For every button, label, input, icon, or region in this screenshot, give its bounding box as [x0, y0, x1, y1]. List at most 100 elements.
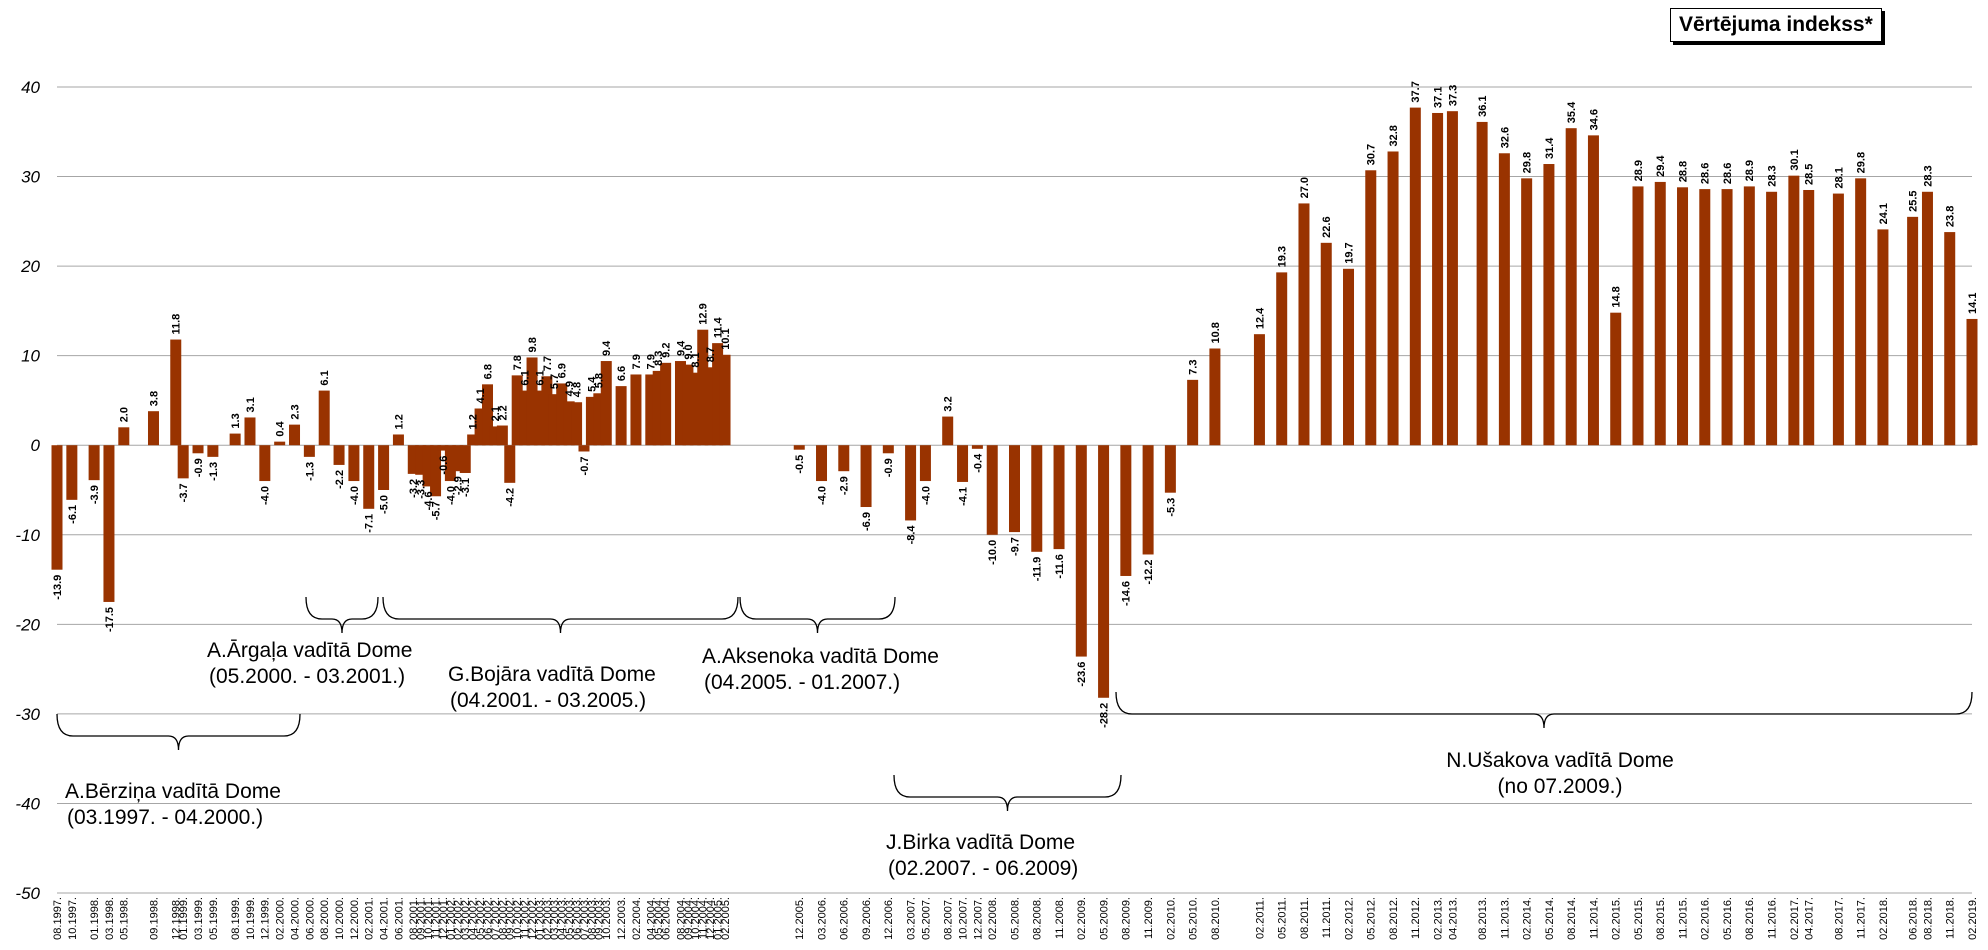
bar	[1343, 268, 1355, 446]
value-label: 28.8	[1677, 161, 1689, 182]
value-label: 25.5	[1908, 190, 1920, 211]
period-name: A.Ārgaļa vadītā Dome	[207, 639, 412, 662]
y-axis: 40 30 20 10 0 -10 -20 -30 -40 -50	[15, 78, 40, 903]
value-label: 23.8	[1945, 206, 1957, 227]
bar	[489, 426, 501, 446]
x-tick-label: 10.2001.	[423, 897, 435, 940]
x-tick-label: 06.2003.	[571, 897, 583, 940]
period-dates: (04.2005. - 01.2007.)	[704, 671, 900, 694]
x-tick-label: 01.2003.	[534, 897, 546, 940]
bar	[1788, 175, 1800, 446]
period-name: J.Birka vadītā Dome	[886, 831, 1075, 854]
x-tick-label: 11.2015.	[1677, 897, 1689, 939]
x-tick-label: 05.2012.	[1366, 897, 1378, 940]
value-label: 5.4	[586, 376, 598, 392]
x-tick-label: 01.2005.	[713, 897, 725, 940]
x-tick-label: 11.2008.	[1054, 897, 1066, 939]
bar	[1142, 445, 1154, 555]
x-tick-label: 12.2005.	[794, 897, 806, 940]
bar	[660, 362, 672, 446]
bar	[1009, 445, 1020, 533]
x-tick-label: 12.2006.	[883, 897, 895, 940]
bar	[348, 445, 360, 482]
bar	[905, 445, 917, 521]
value-label: 0.4	[275, 420, 287, 436]
bar	[207, 445, 219, 457]
x-tick-label: 11.2009.	[1143, 897, 1155, 939]
bar	[303, 445, 315, 457]
bars	[51, 107, 1978, 698]
bar	[1766, 191, 1778, 446]
x-tick-label: 12.1999.	[260, 897, 272, 940]
value-label: 19.3	[1277, 246, 1289, 267]
bar	[519, 390, 531, 446]
bar	[274, 441, 286, 446]
value-label: -12.2	[1143, 559, 1155, 584]
x-tick-label: 03.2007.	[905, 897, 917, 940]
bar	[177, 445, 189, 479]
period-name: G.Bojāra vadītā Dome	[448, 663, 656, 686]
x-axis: 08.1997. 10.1997. 01.1998. 03.1998. 05.1998.…	[52, 897, 1979, 940]
value-label: 6.1	[520, 370, 532, 385]
bar	[192, 445, 204, 454]
value-label: 3.2	[943, 396, 955, 411]
y-tick-label: 30	[21, 168, 40, 187]
period-brace	[1115, 691, 1973, 729]
x-tick-label: 12.1998.	[171, 897, 183, 940]
x-tick-label: 11.2013.	[1499, 897, 1511, 939]
bar	[88, 445, 100, 481]
x-tick-label: 11.2017.	[1856, 897, 1868, 939]
value-label: 8.1	[690, 352, 702, 367]
bar	[615, 386, 627, 446]
value-label: 6.9	[557, 363, 569, 378]
bar	[1587, 135, 1599, 446]
bar	[1432, 112, 1444, 446]
bar	[1053, 445, 1065, 550]
x-tick-label: 11.2001.	[430, 897, 442, 939]
value-label: 22.6	[1321, 216, 1333, 237]
x-tick-label: 08.2015.	[1655, 897, 1667, 940]
x-tick-label: 06.2002.	[482, 897, 494, 940]
bar	[1543, 164, 1555, 446]
x-tick-label: 06.2018.	[1908, 897, 1920, 940]
bar	[816, 445, 828, 482]
value-label: 28.6	[1722, 163, 1734, 184]
bar	[459, 445, 471, 473]
x-tick-label: 08.2000.	[319, 897, 331, 940]
bar	[682, 364, 694, 446]
value-label: -7.1	[364, 514, 376, 533]
x-tick-label: 08.2018.	[1922, 897, 1934, 940]
x-tick-label: 05.2003.	[564, 897, 576, 940]
bar	[1521, 178, 1533, 446]
bar	[1476, 121, 1488, 446]
value-label: 32.6	[1499, 127, 1511, 148]
period-brace	[56, 713, 301, 751]
x-tick-label: 12.2001.	[438, 897, 450, 940]
x-tick-label: 05.2002.	[475, 897, 487, 940]
bar	[1164, 445, 1176, 493]
bar	[1031, 445, 1043, 552]
value-label: 29.8	[1856, 152, 1868, 173]
bar	[1721, 189, 1733, 446]
value-label: -4.0	[445, 486, 457, 505]
x-tick-label: 02.2015.	[1611, 897, 1623, 940]
x-tick-label: 01.1998.	[89, 897, 101, 940]
value-label: -4.2	[505, 488, 517, 507]
x-tick-label: 02.2019.	[1967, 897, 1979, 940]
bar	[1253, 334, 1265, 446]
value-label: -5.7	[430, 501, 442, 520]
x-tick-label: 06.2006.	[839, 897, 851, 940]
value-label: -0.9	[193, 458, 205, 477]
value-label: 9.4	[601, 340, 613, 356]
value-label: 28.3	[1922, 165, 1934, 186]
value-label: 9.2	[661, 343, 673, 358]
x-tick-label: 12.2003.	[616, 897, 628, 940]
x-tick-label: 08.2008.	[1032, 897, 1044, 940]
x-tick-label: 09.2003.	[594, 897, 606, 940]
x-tick-label: 02.2008.	[987, 897, 999, 940]
bar	[1498, 153, 1510, 446]
x-tick-label: 05.2004.	[653, 897, 665, 940]
value-label: 6.8	[482, 364, 494, 379]
bar	[1907, 216, 1919, 446]
